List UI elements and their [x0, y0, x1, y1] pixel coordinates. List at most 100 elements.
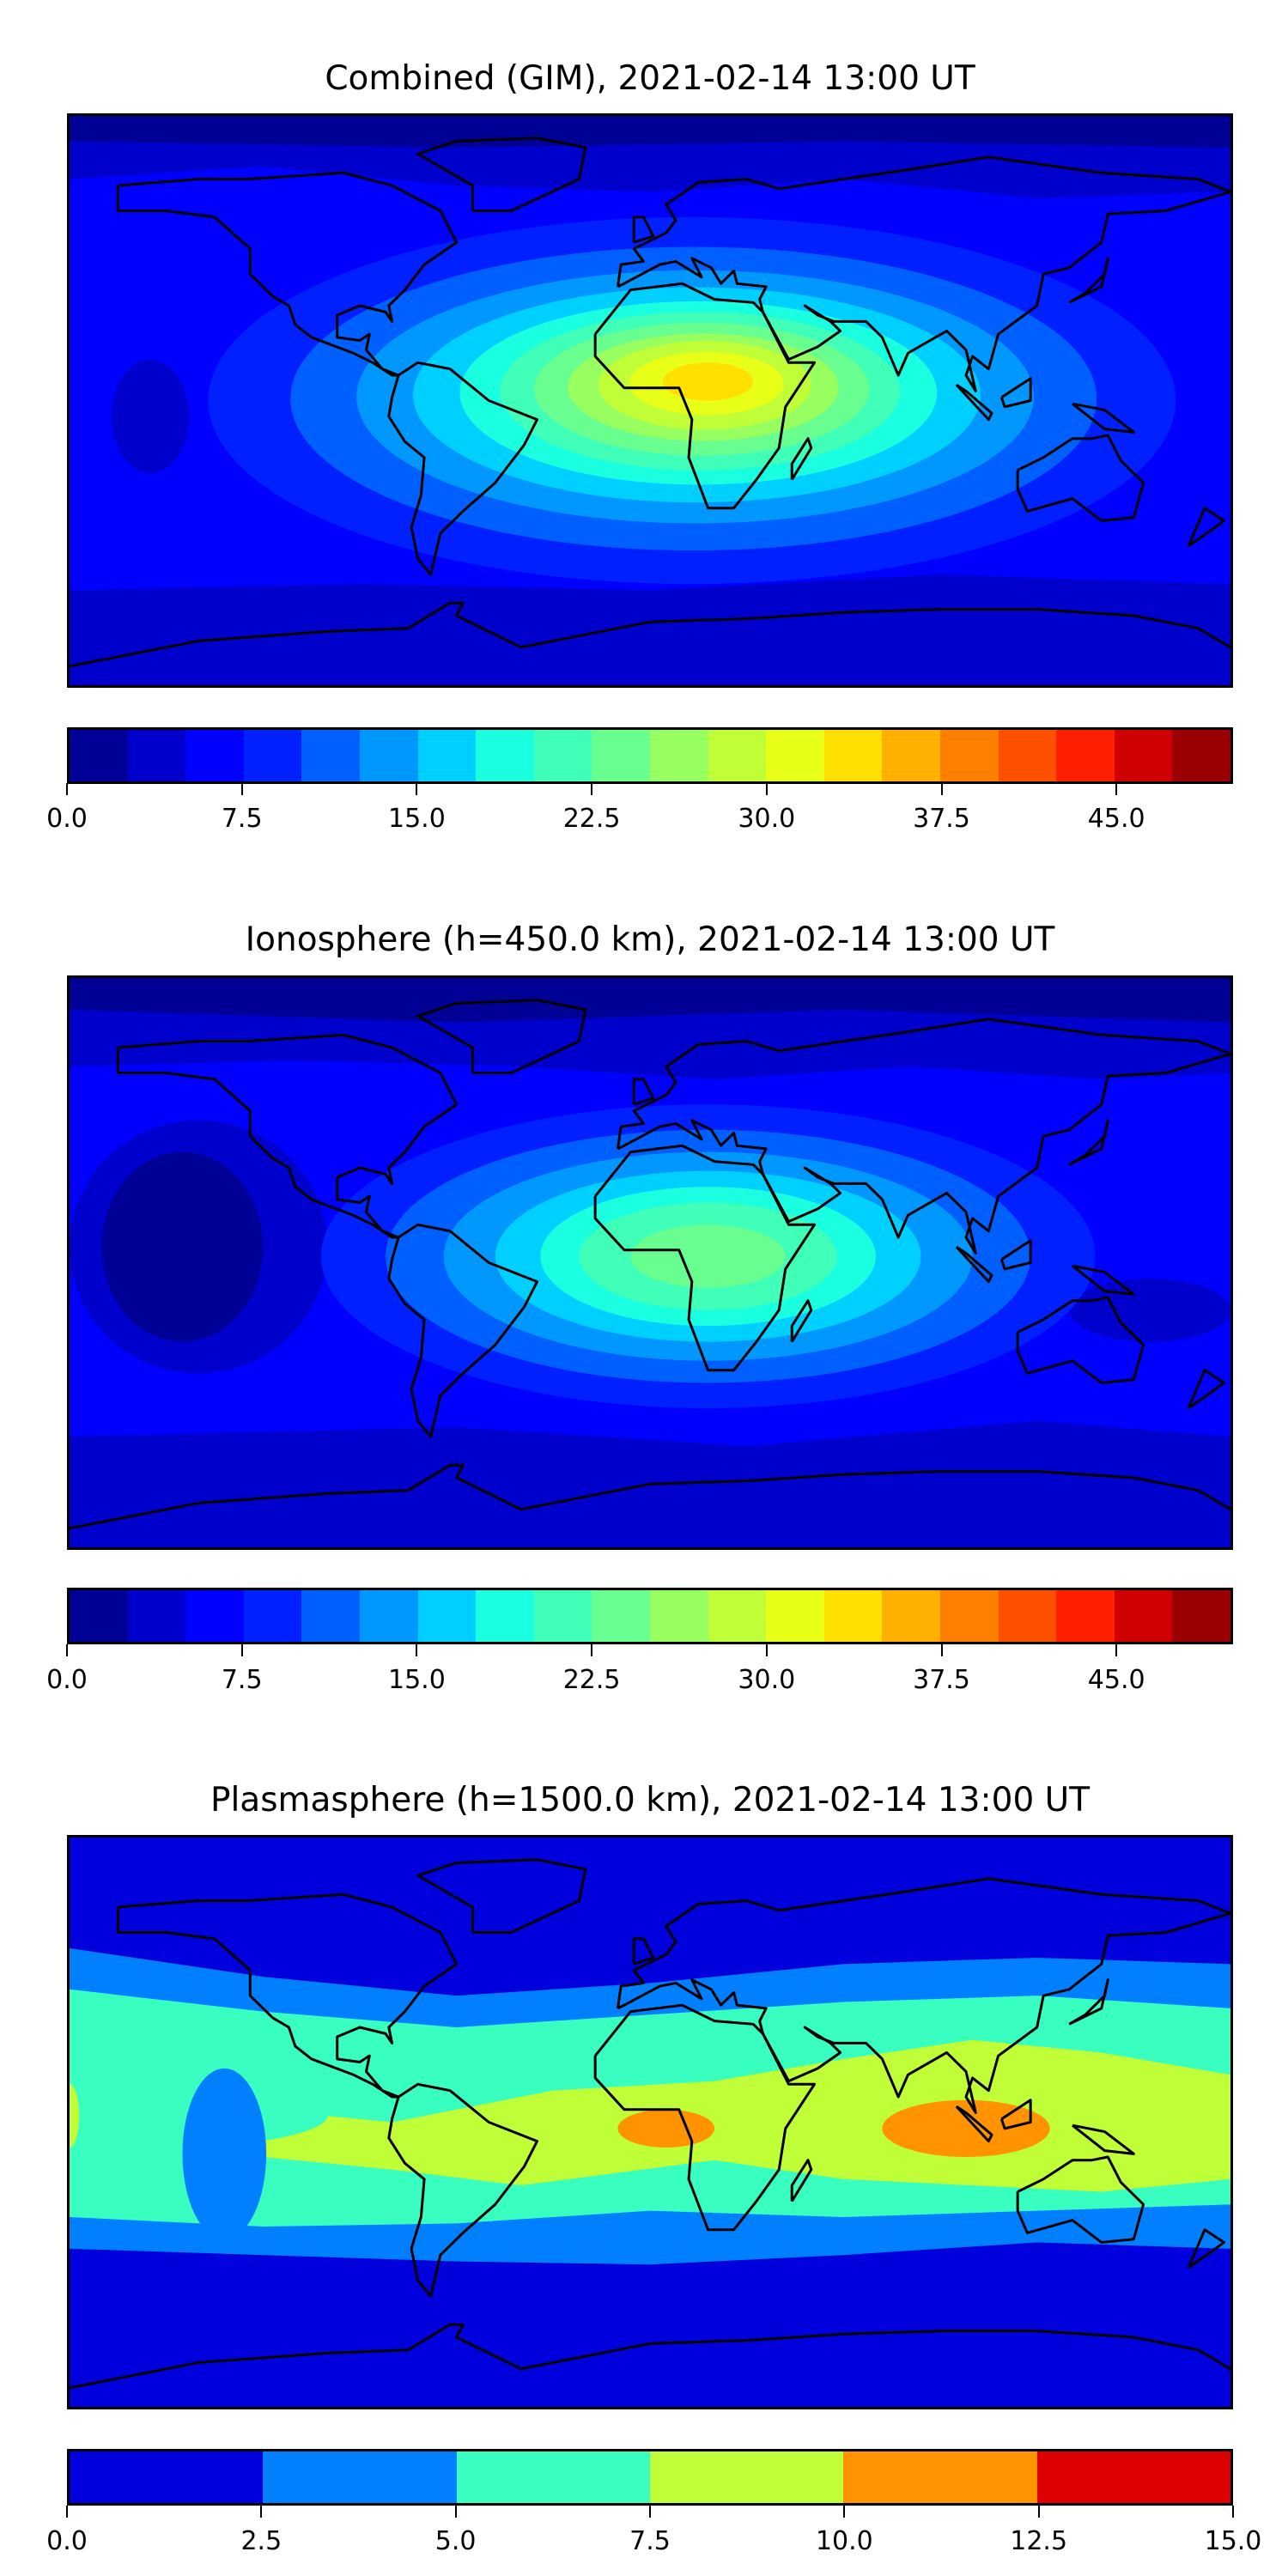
coastline — [634, 1939, 653, 1964]
colorbar-tick — [1232, 2506, 1234, 2518]
colorbar-tick-label: 37.5 — [913, 804, 970, 834]
colorbar-bin — [708, 1590, 767, 1642]
chart-title-ionosphere: Ionosphere (h=450.0 km), 2021-02-14 13:0… — [245, 920, 1055, 959]
contour-level — [182, 2068, 267, 2239]
coastline — [70, 2324, 1230, 2388]
colorbar-tick-label: 10.0 — [815, 2526, 873, 2556]
colorbar-ionosphere — [67, 1588, 1233, 1644]
coastline — [418, 1860, 586, 1933]
colorbar-tick-label: 7.5 — [221, 1665, 263, 1695]
colorbar-tick — [765, 783, 768, 795]
colorbar-tick — [66, 783, 68, 795]
colorbar-bin — [301, 730, 360, 781]
colorbar-tick — [454, 2506, 457, 2518]
coastline — [389, 1224, 538, 1437]
coastline — [634, 217, 653, 242]
coastline — [957, 2106, 992, 2142]
coastline — [70, 1465, 1230, 1528]
coastline — [792, 439, 811, 480]
colorbar-bin — [998, 730, 1057, 781]
colorbar-bin — [456, 2451, 650, 2503]
colorbar-bin — [359, 730, 418, 781]
coastline — [595, 283, 814, 508]
contour-level — [111, 359, 189, 474]
colorbar-tick — [416, 1644, 418, 1656]
coastline — [418, 1000, 586, 1073]
contour-band — [70, 574, 1230, 685]
colorbar-bin — [1036, 2451, 1230, 2503]
coastline — [118, 1035, 456, 1237]
coastline — [1001, 379, 1030, 407]
coastline — [957, 385, 992, 420]
colorbar-bin — [70, 2451, 264, 2503]
map-plasmasphere — [67, 1835, 1233, 2409]
colorbar-tick — [260, 2506, 263, 2518]
coastline — [118, 1894, 456, 2097]
colorbar-bin — [649, 730, 708, 781]
coastline — [595, 2005, 814, 2230]
colorbar-bin — [127, 1590, 186, 1642]
colorbar-bin — [301, 1590, 360, 1642]
colorbar-bin — [708, 730, 767, 781]
colorbar-bin — [476, 730, 534, 781]
contour-peak — [617, 2109, 715, 2148]
coastline — [1018, 2157, 1143, 2242]
coastline — [617, 157, 1230, 392]
chart-title-plasmasphere: Plasmasphere (h=1500.0 km), 2021-02-14 1… — [210, 1781, 1091, 1820]
colorbar-bin — [127, 730, 186, 781]
colorbar-bin — [823, 1590, 883, 1642]
coastline — [957, 1247, 992, 1282]
contour-peak — [882, 2099, 1050, 2158]
coastline — [1188, 1370, 1224, 1408]
colorbar-tick-label: 45.0 — [1087, 1665, 1145, 1695]
colorbar-tick-label: 7.5 — [221, 804, 263, 834]
contour-level — [1069, 1278, 1230, 1342]
coastline — [1188, 2230, 1224, 2268]
colorbar-tick-label: 30.0 — [738, 804, 796, 834]
colorbar-tick-label: 15.0 — [387, 1665, 446, 1695]
colorbar-bin — [185, 730, 244, 781]
colorbar-tick-label: 0.0 — [46, 804, 88, 834]
colorbar-tick — [591, 783, 593, 795]
coastline — [595, 1145, 814, 1370]
colorbar-bin — [1114, 1590, 1173, 1642]
colorbar-bin — [843, 2451, 1037, 2503]
coastline — [617, 1019, 1230, 1254]
colorbar-bin — [882, 730, 940, 781]
coastline — [389, 2084, 538, 2296]
colorbar-plasmasphere — [67, 2449, 1233, 2506]
colorbar-bin — [476, 1590, 534, 1642]
contour-level — [101, 1151, 264, 1342]
colorbar-tick-label: 37.5 — [913, 1665, 970, 1695]
colorbar-ticks-ionosphere: 0.0 7.5 15.0 22.5 30.0 37.5 45.0 — [46, 1644, 1233, 1696]
colorbar-bin — [939, 1590, 999, 1642]
colorbar-bin — [263, 2451, 457, 2503]
colorbar-tick — [765, 1644, 768, 1656]
colorbar-tick — [66, 1644, 68, 1656]
colorbar-combined — [67, 727, 1233, 784]
colorbar-bin — [1172, 1590, 1230, 1642]
colorbar-tick — [1037, 2506, 1040, 2518]
colorbar-tick-label: 22.5 — [562, 804, 621, 834]
colorbar-tick-label: 0.0 — [46, 1665, 88, 1695]
coastline — [1069, 1980, 1108, 2025]
map-ionosphere — [67, 975, 1233, 1550]
coastline — [634, 1079, 653, 1104]
colorbar-bin — [417, 1590, 477, 1642]
colorbar-bin — [882, 1590, 940, 1642]
colorbar-bin — [1056, 730, 1115, 781]
colorbar-tick-label: 30.0 — [738, 1665, 796, 1695]
coastline — [617, 1879, 1230, 2113]
coastline — [1018, 435, 1143, 520]
colorbar-bin — [185, 1590, 244, 1642]
colorbar-tick-label: 45.0 — [1087, 804, 1145, 834]
colorbar-tick — [240, 1644, 243, 1656]
colorbar-bin — [592, 730, 650, 781]
colorbar-bin — [1172, 730, 1230, 781]
coastline — [1069, 258, 1108, 303]
colorbar-bin — [243, 730, 302, 781]
colorbar-bin — [243, 1590, 302, 1642]
colorbar-bin — [766, 1590, 824, 1642]
colorbar-tick-label: 22.5 — [562, 1665, 621, 1695]
colorbar-tick — [843, 2506, 846, 2518]
